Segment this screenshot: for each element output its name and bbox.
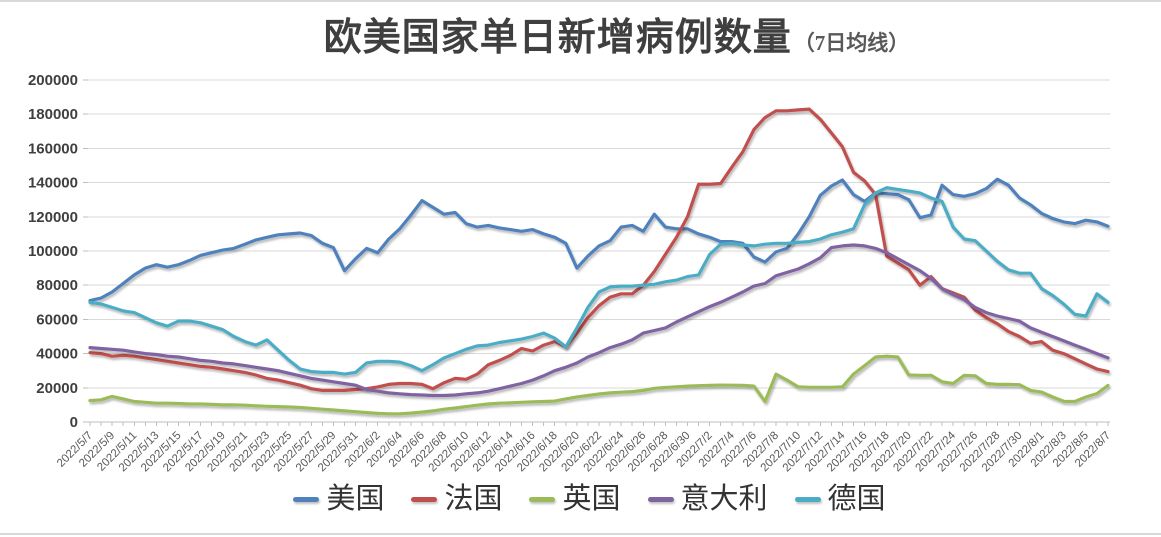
- legend-label: 法国: [444, 483, 503, 515]
- legend-label: 英国: [562, 483, 621, 515]
- chart-title: 欧美国家单日新增病例数量（7日均线）: [0, 17, 1161, 60]
- legend-marker-icon: [647, 497, 674, 503]
- y-axis-label: 20000: [36, 380, 78, 397]
- series-line-美国: [88, 177, 1110, 303]
- legend-marker-icon: [411, 497, 438, 503]
- legend-item-法国: 法国: [411, 483, 503, 516]
- legend-item-德国: 德国: [794, 483, 886, 516]
- legend-label: 美国: [326, 483, 385, 515]
- series-line-英国: [88, 354, 1110, 416]
- y-axis-label: 120000: [28, 209, 78, 226]
- legend-item-意大利: 意大利: [647, 483, 768, 516]
- y-axis-label: 160000: [28, 140, 78, 157]
- series-line-意大利: [88, 243, 1110, 398]
- y-axis-label: 200000: [28, 72, 78, 89]
- legend-label: 德国: [827, 483, 886, 515]
- legend-marker-icon: [529, 497, 556, 503]
- y-axis-label: 0: [70, 414, 78, 431]
- series-line-德国: [88, 186, 1110, 376]
- y-axis-label: 180000: [28, 106, 78, 123]
- y-axis-label: 100000: [28, 243, 78, 260]
- y-axis-label: 140000: [28, 175, 78, 192]
- legend-item-美国: 美国: [293, 483, 385, 516]
- chart-legend: 美国 法国 英国 意大利 德国: [0, 483, 1161, 516]
- y-axis-label: 60000: [36, 311, 78, 328]
- y-axis-label: 80000: [36, 277, 78, 294]
- y-axis-label: 40000: [36, 346, 78, 363]
- legend-label: 意大利: [680, 483, 768, 515]
- legend-item-英国: 英国: [529, 483, 621, 516]
- series-line-法国: [88, 107, 1110, 392]
- legend-marker-icon: [794, 497, 821, 503]
- legend-marker-icon: [293, 497, 320, 503]
- chart-title-sub: （7日均线）: [793, 31, 910, 55]
- chart-title-main: 欧美国家单日新增病例数量: [323, 17, 792, 59]
